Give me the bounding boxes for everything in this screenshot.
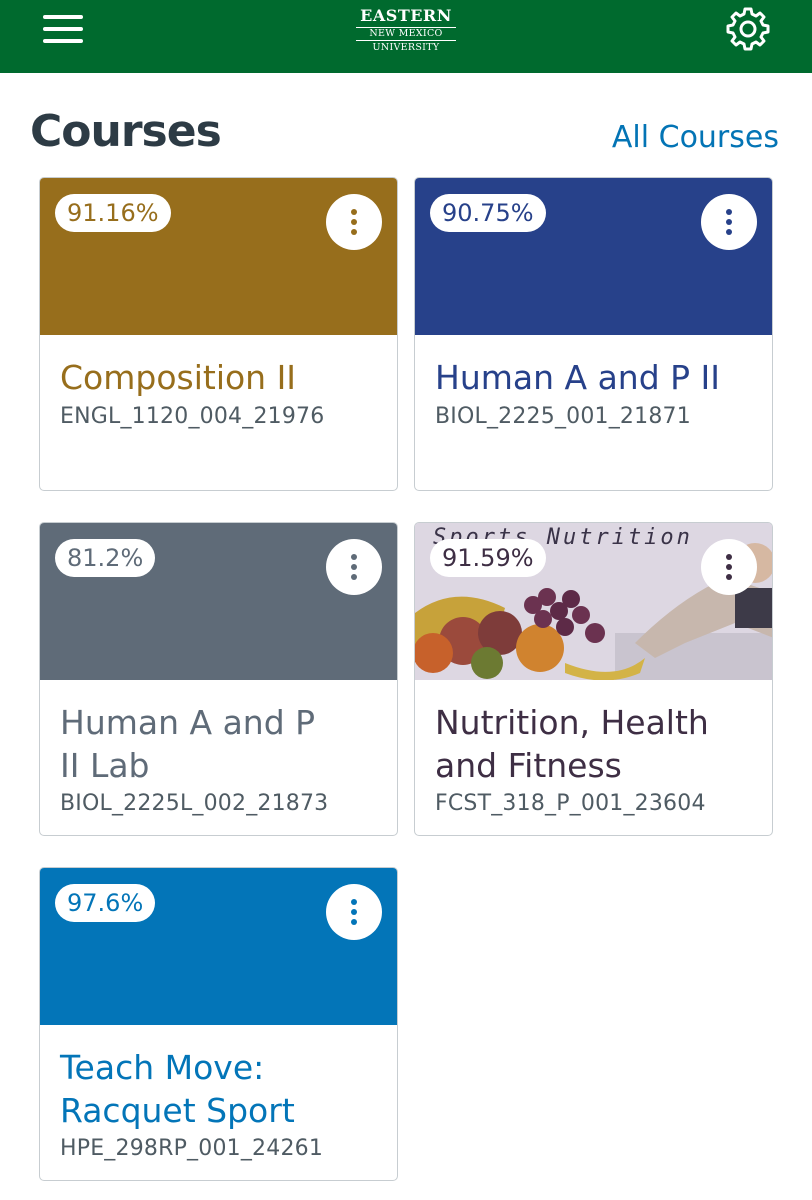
course-name[interactable]: Nutrition, Health and Fitness	[435, 703, 709, 785]
course-card[interactable]: 91.16% Composition II ENGL_1120_004_2197…	[39, 177, 398, 491]
grade-badge: 81.2%	[55, 539, 156, 577]
gear-icon[interactable]	[725, 6, 771, 52]
course-name[interactable]: Composition II	[60, 358, 297, 397]
university-logo: EASTERN NEW MEXICO UNIVERSITY	[356, 8, 456, 54]
grade-badge: 97.6%	[55, 884, 156, 922]
course-code: HPE_298RP_001_24261	[60, 1136, 324, 1161]
course-name[interactable]: Teach Move: Racquet Sport	[60, 1048, 295, 1130]
top-bar: EASTERN NEW MEXICO UNIVERSITY	[0, 0, 812, 73]
grade-badge: 91.59%	[430, 539, 546, 577]
more-options-icon[interactable]	[326, 884, 382, 940]
grade-badge: 91.16%	[55, 194, 171, 232]
more-options-icon[interactable]	[326, 539, 382, 595]
course-card[interactable]: 90.75% Human A and P II BIOL_2225_001_21…	[414, 177, 773, 491]
grade-badge: 90.75%	[430, 194, 546, 232]
course-code: FCST_318_P_001_23604	[435, 791, 706, 816]
course-card[interactable]: 81.2% Human A and P II Lab BIOL_2225L_00…	[39, 522, 398, 836]
course-code: ENGL_1120_004_21976	[60, 404, 325, 429]
course-name[interactable]: Human A and P II	[435, 358, 720, 397]
more-options-icon[interactable]	[701, 539, 757, 595]
course-code: BIOL_2225_001_21871	[435, 404, 691, 429]
more-options-icon[interactable]	[326, 194, 382, 250]
course-card[interactable]: 97.6% Teach Move: Racquet Sport HPE_298R…	[39, 867, 398, 1181]
hamburger-icon[interactable]	[40, 12, 86, 48]
fruit-fitness-image	[415, 523, 772, 681]
course-card[interactable]: Sports Nutrition 91.59% Nutrition, Healt…	[414, 522, 773, 836]
logo-line-2: NEW MEXICO	[356, 27, 456, 41]
course-code: BIOL_2225L_002_21873	[60, 791, 329, 816]
more-options-icon[interactable]	[701, 194, 757, 250]
logo-line-3: UNIVERSITY	[372, 41, 440, 53]
logo-line-1: EASTERN	[360, 6, 452, 25]
course-name[interactable]: Human A and P II Lab	[60, 703, 316, 785]
all-courses-link[interactable]: All Courses	[611, 120, 779, 155]
page-title: Courses	[30, 106, 222, 157]
